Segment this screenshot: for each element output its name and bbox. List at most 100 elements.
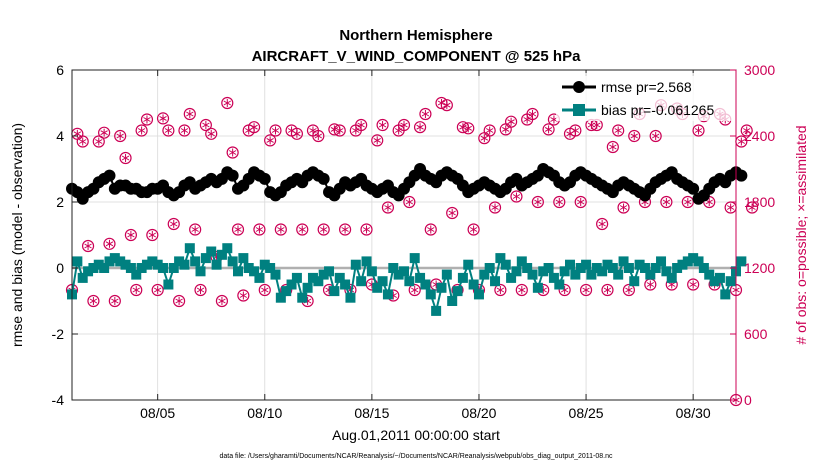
obs-possible-point [553,195,566,209]
asterisk-stroke [137,128,146,133]
obs-assimilated-point [218,297,226,305]
obs-assimilated-point [603,286,612,294]
asterisk-stroke [400,122,408,128]
asterisk-stroke [255,227,264,232]
bias-point [613,269,624,280]
obs-assimilated-point [748,203,756,212]
asterisk-stroke [218,298,226,304]
obs-possible-point [371,134,384,147]
asterisk-stroke [705,199,713,205]
obs-possible-point [622,283,636,297]
asterisk-stroke [293,131,301,137]
y-right-tick-label: 1200 [744,260,775,276]
bias-point [714,272,725,283]
obs-assimilated-point [121,154,130,162]
bias-point [168,263,179,273]
obs-assimilated-point [175,297,183,305]
bias-point [195,266,206,277]
bias-point [297,292,308,303]
obs-possible-point [660,195,673,209]
obs-possible-point [681,195,694,209]
obs-possible-point [189,223,202,236]
obs-possible-point [376,118,389,132]
bias-point [661,266,672,277]
obs-possible-point [114,129,127,143]
obs-assimilated-point [630,132,638,140]
obs-possible-point [194,283,207,297]
asterisk-stroke [261,287,269,293]
obs-possible-point [269,124,282,137]
obs-assimilated-point [207,129,215,138]
obs-possible-point [156,112,170,125]
y-left-tick-label: -2 [52,326,65,342]
asterisk-stroke [609,144,617,150]
legend: rmse pr=2.568 bias pr=-0.061265 [556,73,734,121]
bias-point [147,256,158,267]
bias-point [581,259,592,270]
asterisk-stroke [684,199,692,205]
bias-point [506,272,517,283]
obs-assimilated-point [186,110,194,118]
obs-possible-point [124,228,138,242]
obs-possible-point [92,135,105,148]
asterisk-stroke [373,137,381,143]
asterisk-stroke [78,139,87,144]
asterisk-stroke [593,122,601,128]
y-left-tick-label: 0 [56,260,64,276]
bias-point [356,276,367,287]
bias-point [270,269,281,280]
asterisk-stroke [528,111,537,117]
asterisk-stroke [668,282,676,287]
asterisk-stroke [410,287,419,293]
obs-possible-point [381,201,395,214]
obs-assimilated-point [646,280,655,289]
obs-assimilated-point [512,192,521,201]
obs-assimilated-point [239,291,248,300]
asterisk-stroke [507,119,515,125]
obs-assimilated-point [459,123,467,132]
asterisk-stroke [405,199,414,205]
obs-possible-point [215,294,229,308]
bias-point [318,269,329,280]
bias-point [174,256,185,267]
asterisk-stroke [228,150,237,155]
obs-assimilated-point [309,126,317,135]
bias-point [693,256,704,267]
obs-possible-point [296,223,309,236]
asterisk-stroke [309,128,317,133]
bias-point [120,259,131,270]
obs-assimilated-point [651,132,660,140]
asterisk-stroke [625,287,633,293]
obs-assimilated-point [314,132,323,140]
obs-assimilated-point [95,137,103,146]
obs-assimilated-point [502,125,510,134]
obs-assimilated-point [341,225,349,234]
y-left-tick-label: 4 [56,128,64,144]
obs-assimilated-point [523,115,531,124]
asterisk-stroke [742,128,751,133]
bias-point [677,259,688,270]
obs-possible-point [542,123,555,136]
bias-point [415,272,426,283]
asterisk-stroke [737,139,746,144]
bias-point [559,266,570,277]
obs-assimilated-point [319,225,328,234]
bias-point [388,263,399,273]
obs-assimilated-point [400,121,408,129]
obs-assimilated-point [330,125,339,134]
obs-assimilated-point [336,126,344,135]
x-tick-label: 08/05 [140,405,175,421]
rmse-point [103,169,116,182]
rmse-point [226,169,239,182]
obs-possible-point [515,283,528,297]
obs-assimilated-point [373,136,381,145]
obs-possible-point [531,195,544,209]
bias-point [350,259,361,270]
bias-point [645,269,656,280]
obs-possible-point [628,129,641,143]
bias-point [158,263,169,273]
asterisk-stroke [271,128,280,133]
obs-assimilated-point [384,203,392,212]
asterisk-stroke [250,124,258,130]
